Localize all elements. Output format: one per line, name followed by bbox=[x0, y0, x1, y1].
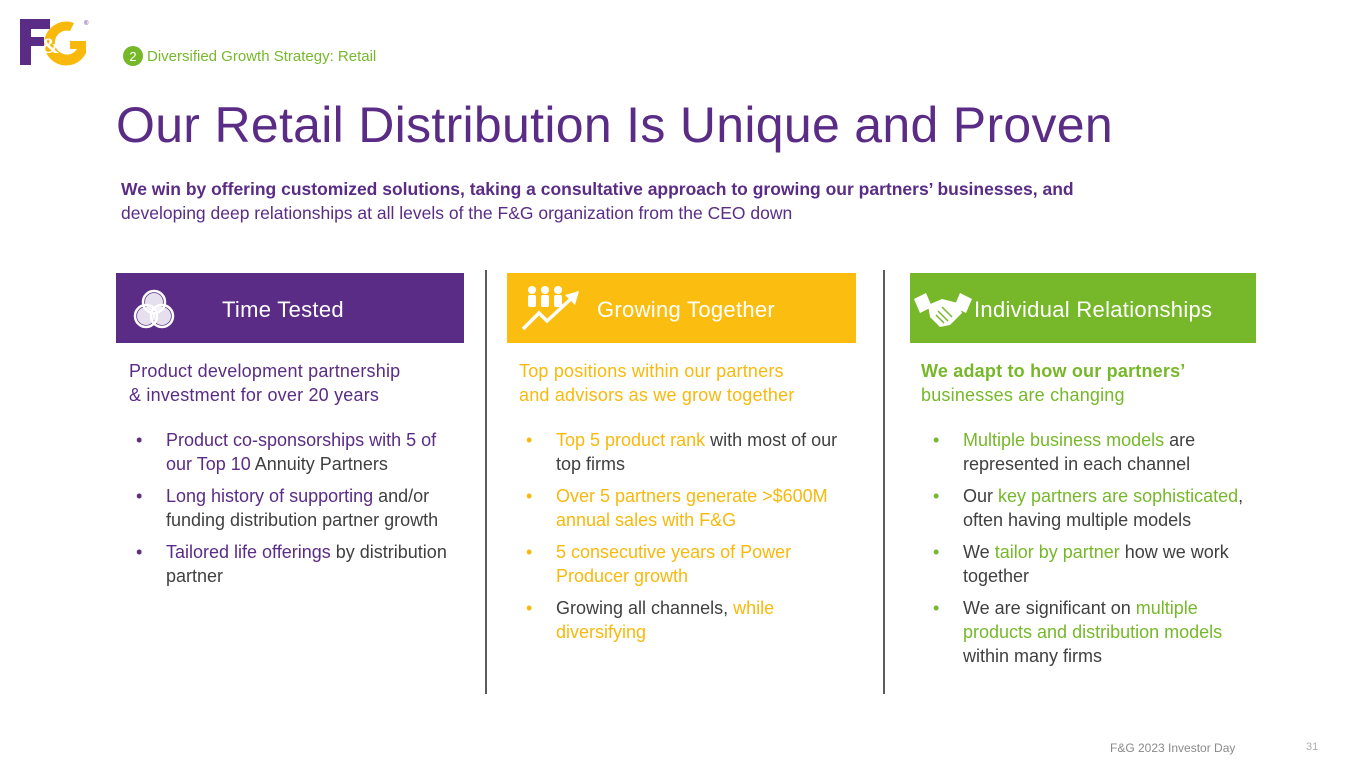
bullet-dot: • bbox=[933, 598, 940, 618]
banner-label: Growing Together bbox=[597, 297, 776, 322]
lead-line-bold: We adapt to how our partners’ bbox=[921, 361, 1186, 381]
section-label: Diversified Growth Strategy: Retail bbox=[147, 47, 377, 65]
bullet-text: 5 consecutive years of Power Producer gr… bbox=[556, 542, 792, 586]
bullet-text: are represented in each channel bbox=[963, 430, 1196, 474]
bullet-dot: • bbox=[933, 486, 940, 506]
bullet-text: , often having multiple models bbox=[963, 486, 1244, 530]
banner-time-tested: Time Tested bbox=[116, 273, 464, 343]
bullet-text: key partners are sophisticated bbox=[998, 486, 1239, 506]
bullet-dot: • bbox=[526, 598, 533, 618]
svg-text:®: ® bbox=[84, 20, 89, 27]
bullet-item: • Top 5 product rank with most of our top… bbox=[519, 428, 859, 476]
bullet-item: • Long history of supporting and/or fundi… bbox=[129, 484, 449, 532]
page-number: 31 bbox=[1306, 741, 1319, 753]
bullet-text: Our bbox=[963, 486, 999, 506]
bullet-list-individual-relationships: • Multiple business models are represente… bbox=[926, 428, 1246, 676]
bullet-text: Multiple business models bbox=[963, 430, 1165, 450]
bullet-dot: • bbox=[933, 542, 940, 562]
bullet-dot: • bbox=[526, 430, 533, 450]
bullet-dot: • bbox=[933, 430, 940, 450]
bullet-dot: • bbox=[136, 486, 143, 506]
banner-individual-relationships: Individual Relationships bbox=[910, 273, 1256, 343]
bullet-text: Product co-sponsorships with 5 of our To… bbox=[166, 430, 437, 474]
footer-text: F&G 2023 Investor Day bbox=[1110, 741, 1236, 755]
svg-text:&: & bbox=[41, 33, 59, 58]
bullet-text: multiple products and distribution model… bbox=[963, 598, 1223, 642]
subtitle-bold: We win by offering customized solutions,… bbox=[121, 179, 1074, 199]
bullet-list-growing-together: • Top 5 product rank with most of our top… bbox=[519, 428, 859, 652]
bullet-item: • Tailored life offerings by distribution… bbox=[129, 540, 449, 588]
bullet-item: • We are significant on multiple products… bbox=[926, 596, 1246, 668]
section-number-badge: 2 bbox=[123, 46, 143, 66]
bullet-item: • Product co-sponsorships with 5 of our T… bbox=[129, 428, 449, 476]
lead-time-tested: Product development partnership & invest… bbox=[129, 359, 459, 407]
lead-line: & investment for over 20 years bbox=[129, 385, 380, 405]
bullet-item: • We tailor by partner how we work togeth… bbox=[926, 540, 1246, 588]
subtitle-rest: developing deep relationships at all lev… bbox=[121, 203, 793, 223]
bullet-dot: • bbox=[136, 430, 143, 450]
lead-line: businesses are changing bbox=[921, 385, 1125, 405]
venn-circles-icon bbox=[132, 287, 176, 337]
column-divider bbox=[485, 270, 487, 694]
bullet-dot: • bbox=[526, 486, 533, 506]
bullet-text: Top 5 product rank bbox=[556, 430, 706, 450]
bullet-item: • Our key partners are sophisticated, oft… bbox=[926, 484, 1246, 532]
banner-growing-together: Growing Together bbox=[507, 273, 856, 343]
page-subtitle: We win by offering customized solutions,… bbox=[121, 177, 1261, 225]
bullet-text: tailor by partner bbox=[994, 542, 1120, 562]
lead-line: Product development partnership bbox=[129, 361, 401, 381]
bullet-dot: • bbox=[136, 542, 143, 562]
banner-label: Individual Relationships bbox=[974, 297, 1213, 322]
bullet-text: and/or funding distribution partner grow… bbox=[166, 486, 439, 530]
bullet-text: Growing all channels, bbox=[556, 598, 734, 618]
people-growth-arrow-icon bbox=[521, 285, 583, 339]
page-title: Our Retail Distribution Is Unique and Pr… bbox=[116, 97, 1114, 153]
bullet-item: • 5 consecutive years of Power Producer g… bbox=[519, 540, 859, 588]
handshake-icon bbox=[914, 291, 972, 337]
bullet-list-time-tested: • Product co-sponsorships with 5 of our T… bbox=[129, 428, 449, 596]
bullet-item: • Multiple business models are represente… bbox=[926, 428, 1246, 476]
bullet-text: while diversifying bbox=[556, 598, 775, 642]
bullet-text: how we work together bbox=[963, 542, 1229, 586]
bullet-text: Over 5 partners generate >$600M annual s… bbox=[556, 486, 828, 530]
bullet-text: We bbox=[963, 542, 995, 562]
bullet-item: • Growing all channels, while diversifyin… bbox=[519, 596, 859, 644]
section-tag: 2 Diversified Growth Strategy: Retail bbox=[123, 46, 376, 66]
lead-line: Top positions within our partners bbox=[519, 361, 784, 381]
lead-individual-relationships: We adapt to how our partners’ businesses… bbox=[921, 359, 1251, 407]
bullet-text: with most of our top firms bbox=[556, 430, 838, 474]
lead-line: and advisors as we grow together bbox=[519, 385, 795, 405]
bullet-text: within many firms bbox=[963, 646, 1103, 666]
bullet-text: We are significant on bbox=[963, 598, 1136, 618]
bullet-text: by distribution partner bbox=[166, 542, 447, 586]
bullet-text: Tailored life offerings bbox=[166, 542, 331, 562]
lead-growing-together: Top positions within our partners and ad… bbox=[519, 359, 859, 407]
column-divider bbox=[883, 270, 885, 694]
banner-label: Time Tested bbox=[222, 297, 344, 322]
bullet-text: Annuity Partners bbox=[250, 454, 388, 474]
bullet-text: Long history of supporting bbox=[166, 486, 374, 506]
fg-logo: & ® bbox=[20, 17, 90, 67]
bullet-item: • Over 5 partners generate >$600M annual … bbox=[519, 484, 859, 532]
bullet-dot: • bbox=[526, 542, 533, 562]
